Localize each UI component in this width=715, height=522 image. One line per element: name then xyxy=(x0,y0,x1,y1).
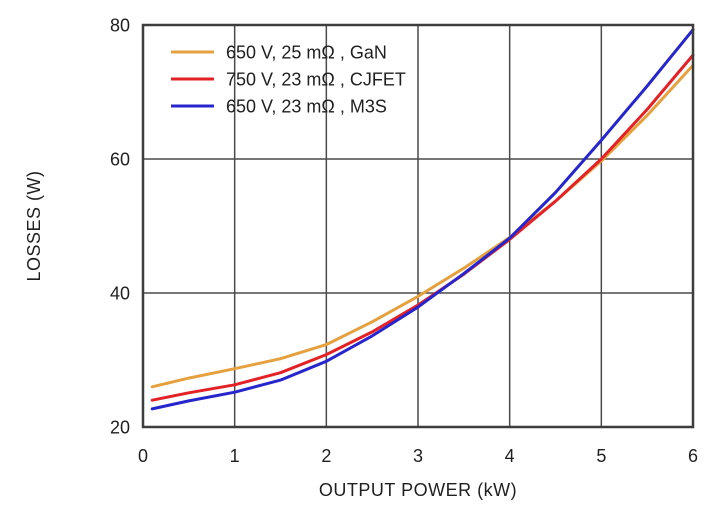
gridlines xyxy=(143,25,693,427)
legend-label-m3s: 650 V, 23 mΩ , M3S xyxy=(226,97,387,117)
x-axis-tick-labels: 0 1 2 3 4 5 6 xyxy=(138,446,698,466)
legend-label-cjfet: 750 V, 23 mΩ , CJFET xyxy=(226,70,406,90)
x-tick-label-0: 0 xyxy=(138,446,148,466)
x-tick-label-6: 6 xyxy=(688,446,698,466)
y-axis-title: LOSSES (W) xyxy=(24,170,44,281)
x-tick-label-3: 3 xyxy=(413,446,423,466)
x-tick-label-2: 2 xyxy=(321,446,331,466)
x-tick-label-1: 1 xyxy=(230,446,240,466)
plot-border xyxy=(141,23,695,429)
x-tick-label-4: 4 xyxy=(505,446,515,466)
y-axis-tick-labels: 20 40 60 80 xyxy=(110,16,130,438)
y-tick-label-20: 20 xyxy=(110,418,130,438)
series-lines xyxy=(150,28,695,411)
y-tick-label-40: 40 xyxy=(110,284,130,304)
y-tick-label-60: 60 xyxy=(110,150,130,170)
series-line-cjfet xyxy=(150,53,695,402)
series-line-m3s xyxy=(150,28,695,411)
x-axis-title: OUTPUT POWER (kW) xyxy=(319,480,517,500)
y-tick-label-80: 80 xyxy=(110,16,130,36)
legend: 650 V, 25 mΩ , GaN 750 V, 23 mΩ , CJFET 65… xyxy=(171,43,406,117)
legend-label-gan: 650 V, 25 mΩ , GaN xyxy=(226,43,387,63)
x-tick-label-5: 5 xyxy=(596,446,606,466)
